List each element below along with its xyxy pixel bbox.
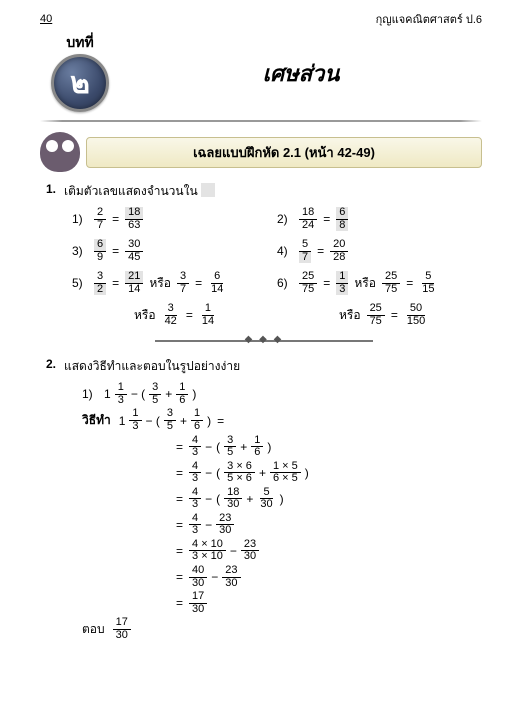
fraction: 27 <box>94 207 106 231</box>
fraction: 342 <box>162 303 180 327</box>
fraction: 2028 <box>330 239 348 263</box>
fraction: 2114 <box>125 271 143 295</box>
q1-sub: 4)57=2028 <box>277 239 482 263</box>
fraction: 515 <box>419 271 437 295</box>
q1-sub: 1)27=1863 <box>72 207 277 231</box>
q1-sub-or2: หรือ342=114 <box>72 303 277 327</box>
fraction: 1824 <box>299 207 317 231</box>
fraction: 35 <box>224 435 236 459</box>
fraction: 1730 <box>189 591 207 615</box>
q1-sub: 3)69=3045 <box>72 239 277 263</box>
q2-step: =1730 <box>174 591 482 615</box>
fraction: 2575 <box>299 271 317 295</box>
title-divider <box>40 120 482 122</box>
q2-step: =4030−2330 <box>174 565 482 589</box>
question-2: 2. แสดงวิธีทำและตอบในรูปอย่างง่าย 1)113−… <box>46 357 482 643</box>
q1-stem: เติมตัวเลขแสดงจำนวนใน <box>64 184 198 198</box>
q2-step: =43−(3 × 65 × 6+1 × 56 × 5) <box>174 461 482 485</box>
page-number: 40 <box>40 13 52 25</box>
fraction: 1730 <box>113 617 131 641</box>
q2-method-row: วิธีทำ113− (35+16)= <box>82 408 482 432</box>
fraction: 50150 <box>404 303 428 327</box>
fraction: 3 × 65 × 6 <box>224 461 255 485</box>
q2-step: =43−(1830+530) <box>174 487 482 511</box>
fraction: 2575 <box>382 271 400 295</box>
q2-number: 2. <box>46 357 64 643</box>
q2-step: =43−(35+16) <box>174 435 482 459</box>
fraction: 2575 <box>367 303 385 327</box>
fraction: 13 <box>129 408 141 432</box>
fraction: 57 <box>299 239 311 263</box>
fraction: 16 <box>191 408 203 432</box>
q2-step: =43−2330 <box>174 513 482 537</box>
chapter-title: เศษส่วน <box>120 56 482 91</box>
book-series: กุญแจคณิตศาสตร์ ป.6 <box>376 10 482 28</box>
fraction: 35 <box>149 382 161 406</box>
chapter-label: บทที่ <box>40 32 120 54</box>
q2-step: =4 × 103 × 10−2330 <box>174 539 482 563</box>
blank-box-icon <box>201 183 215 197</box>
q2-stem: แสดงวิธีทำและตอบในรูปอย่างง่าย <box>64 357 482 376</box>
fraction: 16 <box>251 435 263 459</box>
owl-icon <box>40 132 80 172</box>
fraction: 3045 <box>125 239 143 263</box>
q2-answer-row: ตอบ1730 <box>82 617 482 641</box>
fraction: 1830 <box>224 487 242 511</box>
fraction: 13 <box>115 382 127 406</box>
fraction: 114 <box>199 303 217 327</box>
fraction: 43 <box>189 461 201 485</box>
q1-sub: 2)1824=68 <box>277 207 482 231</box>
fraction: 2330 <box>222 565 240 589</box>
fraction: 43 <box>189 435 201 459</box>
q1-sub: 6)2575=13หรือ2575=515 <box>277 271 482 295</box>
fraction: 2330 <box>216 513 234 537</box>
q1-number: 1. <box>46 182 64 327</box>
fraction: 68 <box>336 207 348 231</box>
fraction: 43 <box>189 487 201 511</box>
exercise-banner: เฉลยแบบฝึกหัด 2.1 (หน้า 42-49) <box>86 137 482 168</box>
q2-problem: 1)113− (35+16) <box>82 382 482 406</box>
fraction: 16 <box>176 382 188 406</box>
question-1: 1. เติมตัวเลขแสดงจำนวนใน 1)27=18632)1824… <box>46 182 482 327</box>
fraction: 1863 <box>125 207 143 231</box>
section-divider <box>46 337 482 345</box>
fraction: 4 × 103 × 10 <box>189 539 226 563</box>
fraction: 43 <box>189 513 201 537</box>
chapter-number: ๒ <box>70 60 90 107</box>
fraction: 69 <box>94 239 106 263</box>
fraction: 4030 <box>189 565 207 589</box>
fraction: 530 <box>257 487 275 511</box>
chapter-badge: บทที่ ๒ <box>40 32 120 112</box>
fraction: 1 × 56 × 5 <box>270 461 301 485</box>
fraction: 2330 <box>241 539 259 563</box>
chapter-number-circle: ๒ <box>51 54 109 112</box>
q1-sub: 5)32=2114หรือ37=614 <box>72 271 277 295</box>
fraction: 32 <box>94 271 106 295</box>
fraction: 35 <box>164 408 176 432</box>
q1-sub-or2: หรือ2575=50150 <box>277 303 482 327</box>
fraction: 37 <box>177 271 189 295</box>
fraction: 13 <box>336 271 348 295</box>
fraction: 614 <box>208 271 226 295</box>
